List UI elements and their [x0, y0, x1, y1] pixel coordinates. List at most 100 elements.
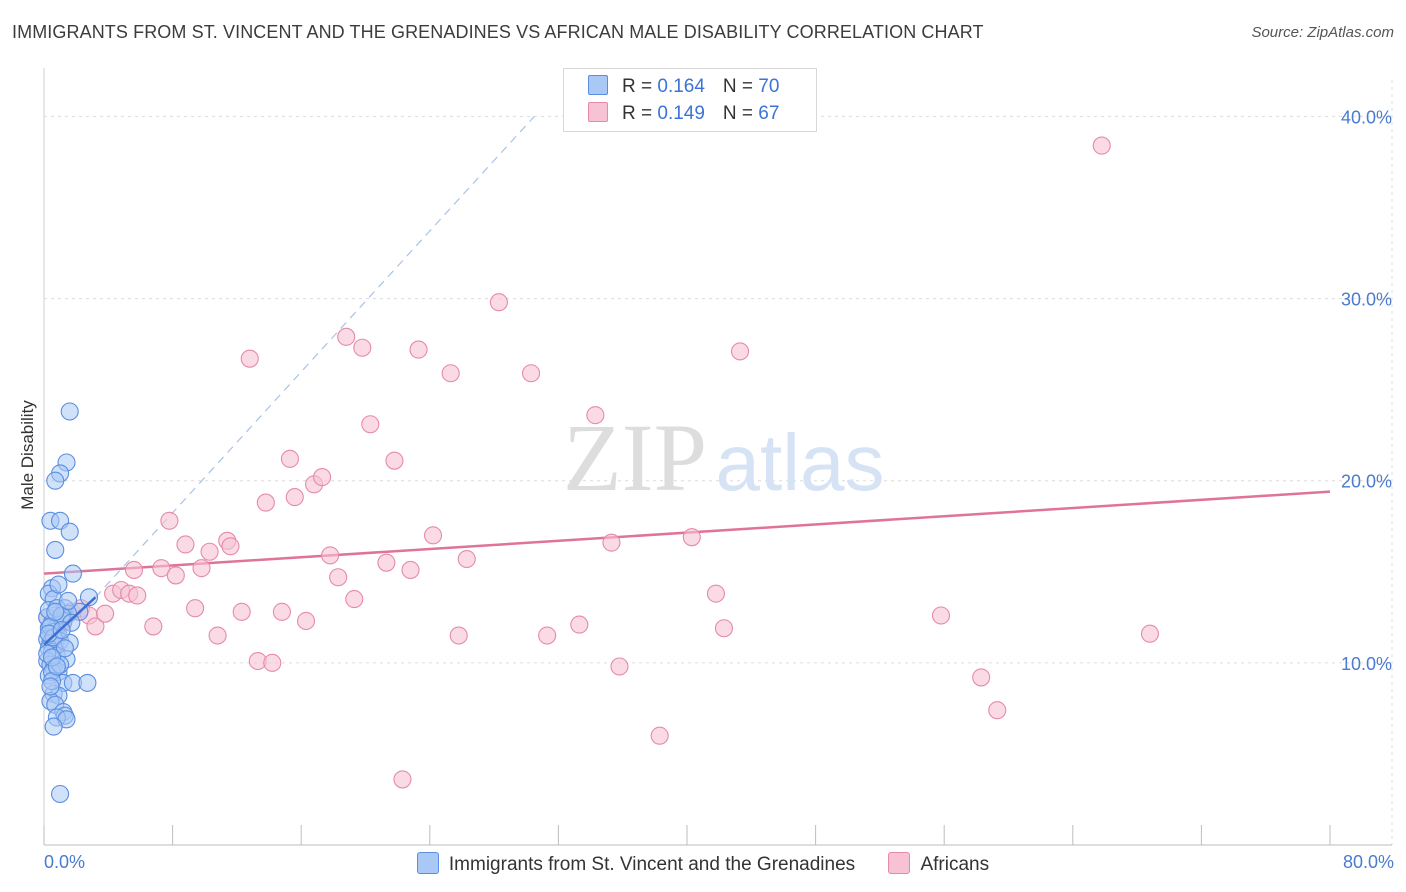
source-credit: Source: ZipAtlas.com — [1251, 24, 1394, 41]
point-african — [124, 560, 144, 580]
correlation-legend: R = 0.164 N = 70 R = 0.149 N = 67 — [563, 68, 817, 132]
point-african — [730, 342, 750, 361]
legend-n-value: 67 — [758, 103, 780, 124]
point-african — [337, 327, 356, 346]
point-african — [1092, 136, 1111, 155]
trend-extension-immigrants — [94, 116, 535, 598]
point-african — [988, 701, 1007, 720]
point-african — [570, 615, 589, 634]
point-african — [610, 657, 629, 676]
point-immigrant — [47, 657, 66, 676]
point-immigrant — [79, 588, 99, 607]
legend-n-value: 70 — [758, 76, 780, 97]
legend-r-value: 0.149 — [657, 103, 705, 124]
legend-swatch-pink — [888, 852, 911, 874]
point-african — [296, 611, 316, 631]
point-african — [441, 364, 460, 383]
legend-r-value: 0.164 — [657, 76, 705, 97]
point-african — [152, 559, 171, 578]
point-immigrant — [41, 677, 60, 696]
point-african — [409, 340, 428, 359]
y-tick-label: 10.0% — [1341, 654, 1392, 674]
point-african — [650, 726, 669, 745]
legend-n-label: N = — [722, 76, 759, 97]
legend-item-immigrants[interactable]: Immigrants from St. Vincent and the Gren… — [416, 852, 856, 876]
point-african — [682, 528, 701, 547]
point-immigrant — [49, 575, 68, 594]
point-african — [1140, 624, 1160, 643]
point-african — [166, 566, 185, 585]
point-african — [200, 542, 219, 561]
legend-swatch-pink — [588, 102, 608, 122]
watermark-zip: ZIP — [563, 404, 707, 511]
point-african — [96, 604, 115, 623]
point-immigrant — [60, 522, 79, 541]
x-tick-label-max: 80.0% — [1342, 852, 1394, 872]
point-immigrant — [63, 564, 82, 583]
point-african — [186, 599, 205, 618]
watermark: ZIP atlas — [563, 404, 884, 511]
point-african — [377, 553, 396, 572]
legend-n-label: N = — [722, 103, 759, 124]
point-african — [931, 606, 951, 625]
watermark-atlas: atlas — [716, 418, 885, 507]
point-african — [321, 546, 340, 565]
point-african — [489, 293, 508, 312]
point-african — [208, 626, 227, 645]
point-african — [272, 602, 291, 621]
point-african — [538, 626, 557, 645]
point-immigrant — [59, 591, 78, 610]
point-african — [256, 493, 275, 512]
point-african — [232, 602, 251, 621]
point-african — [86, 617, 105, 636]
legend-swatch-blue — [416, 852, 439, 874]
point-african — [192, 559, 211, 578]
point-african — [285, 488, 304, 507]
point-immigrant — [51, 784, 70, 804]
point-african — [423, 526, 443, 545]
y-tick-labels: 10.0% 20.0% 30.0% 40.0% — [1341, 107, 1392, 673]
y-tick-label: 40.0% — [1341, 107, 1392, 127]
point-african — [385, 451, 404, 470]
trend-line-immigrants — [43, 596, 97, 646]
point-african — [263, 653, 282, 672]
point-african — [221, 537, 240, 556]
point-african — [393, 770, 412, 789]
axes — [43, 68, 1392, 846]
point-african — [160, 511, 179, 530]
legend-item-africans[interactable]: Africans — [888, 852, 989, 876]
point-immigrant — [46, 540, 65, 559]
series-legend: Immigrants from St. Vincent and the Gren… — [0, 852, 1406, 876]
point-immigrant — [46, 602, 65, 621]
legend-r-label: R = — [622, 103, 658, 124]
point-immigrant — [55, 639, 74, 658]
point-african — [353, 338, 372, 357]
point-african — [457, 549, 476, 569]
point-immigrant — [60, 402, 79, 421]
legend-label-africans: Africans — [920, 854, 990, 875]
point-african — [240, 349, 259, 368]
point-african — [345, 590, 364, 609]
point-african — [449, 626, 468, 645]
point-immigrant — [46, 471, 65, 490]
point-african — [972, 668, 991, 687]
y-tick-label: 30.0% — [1341, 290, 1392, 310]
legend-label-immigrants: Immigrants from St. Vincent and the Gren… — [448, 854, 856, 875]
point-african — [522, 364, 541, 383]
point-african — [401, 560, 420, 580]
x-tick-label-min: 0.0% — [44, 852, 86, 872]
point-african — [714, 619, 734, 638]
point-immigrant — [78, 673, 97, 692]
point-african — [128, 586, 147, 605]
point-african — [280, 449, 299, 468]
y-tick-label: 20.0% — [1341, 472, 1392, 492]
point-african — [329, 568, 348, 587]
legend-r-label: R = — [622, 76, 658, 97]
legend-swatch-blue — [588, 75, 608, 95]
point-african — [361, 415, 380, 434]
legend-row-africans: R = 0.149 N = 67 — [588, 102, 779, 125]
point-african — [706, 584, 725, 603]
legend-row-immigrants: R = 0.164 N = 70 — [588, 75, 779, 98]
point-african — [586, 406, 605, 425]
